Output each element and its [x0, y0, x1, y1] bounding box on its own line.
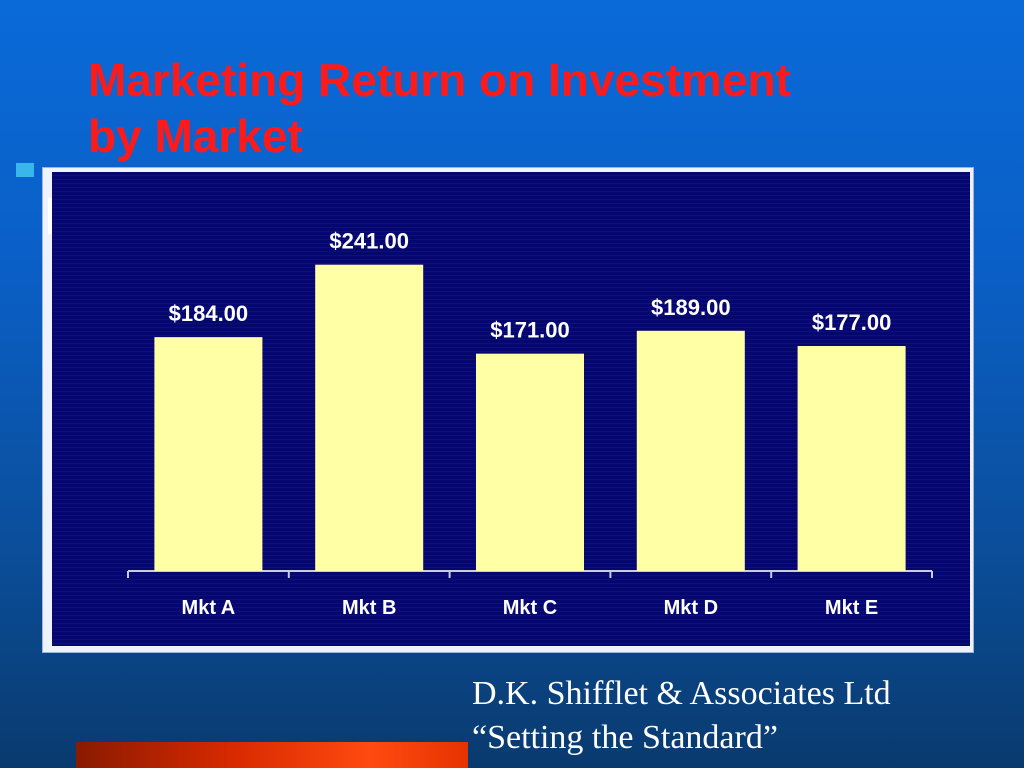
frame-notch — [48, 198, 52, 234]
slide-title-line-2: by Market — [88, 110, 303, 162]
bar — [154, 337, 263, 571]
bar — [636, 330, 745, 571]
slide-title-line-1: Marketing Return on Investment — [88, 54, 791, 106]
x-tick-label: Mkt B — [342, 597, 396, 619]
data-label: $171.00 — [490, 318, 570, 343]
data-label: $184.00 — [169, 301, 249, 326]
company-tagline: “Setting the Standard” — [472, 719, 778, 756]
company-name: D.K. Shifflet & Associates Ltd — [472, 675, 891, 712]
data-label: $177.00 — [812, 310, 892, 335]
bullet-square-icon — [16, 163, 34, 177]
bar — [315, 264, 424, 571]
company-credit: D.K. Shifflet & Associates Ltd “Setting … — [472, 672, 891, 760]
x-tick-label: Mkt A — [182, 597, 236, 619]
x-tick-label: Mkt D — [664, 597, 718, 619]
accent-bar — [76, 742, 468, 768]
x-tick-label: Mkt E — [825, 597, 878, 619]
bar — [797, 346, 906, 571]
slide-title: Marketing Return on Investment by Market — [88, 52, 791, 164]
data-label: $241.00 — [329, 229, 409, 254]
x-tick-label: Mkt C — [503, 597, 557, 619]
bar — [476, 353, 584, 571]
data-label: $189.00 — [651, 295, 731, 320]
